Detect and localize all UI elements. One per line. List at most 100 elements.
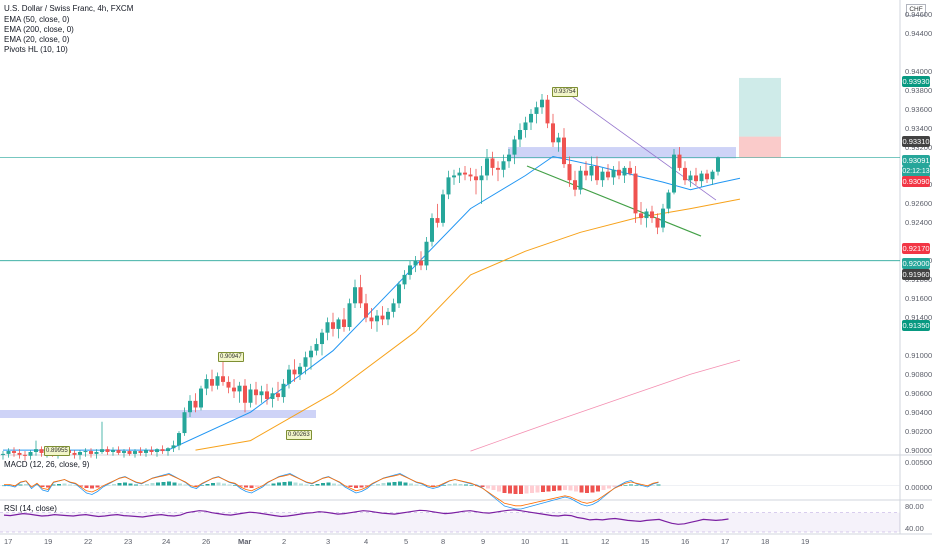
support-zone-left <box>0 410 316 418</box>
macd-histogram-bar <box>161 482 166 486</box>
candle-body <box>479 175 484 181</box>
macd-histogram-bar <box>222 483 226 486</box>
legend-pivots[interactable]: Pivots HL (10, 10) <box>4 45 68 54</box>
candle-body <box>265 391 269 399</box>
candle-body <box>578 170 583 190</box>
candle-body <box>287 369 291 384</box>
macd-histogram-bar <box>354 485 358 488</box>
macd-histogram-bar <box>277 482 281 486</box>
candle-body <box>397 284 401 304</box>
ema20-line <box>3 155 741 451</box>
green-level-badge: 0.91350 <box>902 320 930 331</box>
macd-histogram-bar <box>590 485 595 493</box>
candle-body <box>232 387 236 392</box>
candle-body <box>677 154 682 168</box>
macd-histogram-bar <box>552 485 556 491</box>
entry-price-badge: 0.93090 <box>902 176 930 187</box>
time-axis-label: 23 <box>124 537 133 546</box>
candle-body <box>105 449 110 452</box>
candle-body <box>644 211 649 219</box>
macd-histogram-bar <box>414 484 419 486</box>
candle-body <box>342 319 346 327</box>
time-axis-label: 11 <box>561 537 569 546</box>
rsi-axis-bottom: 40.00 <box>905 524 924 533</box>
candle-body <box>611 169 616 178</box>
macd-histogram-bar <box>497 485 501 492</box>
macd-histogram-bar <box>194 485 199 487</box>
macd-histogram-bar <box>62 483 67 486</box>
candle-body <box>529 113 533 123</box>
candle-body <box>17 452 22 455</box>
candle-body <box>254 389 258 396</box>
candle-body <box>204 379 209 389</box>
macd-histogram-bar <box>579 485 584 493</box>
time-axis-label: 17 <box>4 537 13 546</box>
candle-body <box>221 376 225 382</box>
candle-body <box>281 383 286 398</box>
candle-body <box>325 322 330 333</box>
candle-body <box>518 130 522 140</box>
candle-body <box>177 433 181 446</box>
candle-body <box>138 451 143 453</box>
candle-body <box>199 388 203 408</box>
candle-body <box>710 171 715 180</box>
candle-body <box>369 317 374 322</box>
macd-histogram-bar <box>612 485 617 487</box>
candle-body <box>633 173 638 214</box>
macd-histogram-bar <box>156 482 160 486</box>
candle-body <box>639 213 643 219</box>
candle-body <box>243 385 247 403</box>
candle-body <box>523 122 528 131</box>
legend-rsi[interactable]: RSI (14, close) <box>4 504 57 513</box>
macd-histogram-bar <box>150 483 155 486</box>
candle-body <box>34 449 38 452</box>
macd-histogram-bar <box>601 485 606 490</box>
macd-histogram-bar <box>409 483 413 486</box>
time-axis-label: 4 <box>364 537 369 546</box>
resistance-zone <box>508 147 736 159</box>
time-axis-label: 22 <box>84 537 93 546</box>
legend-macd[interactable]: MACD (12, 26, close, 9) <box>4 460 90 469</box>
candle-body <box>364 303 368 318</box>
pivot-low-label: 0.90263 <box>286 430 312 440</box>
candle-body <box>72 452 77 455</box>
candle-body <box>463 172 467 175</box>
macd-histogram-bar <box>634 485 639 486</box>
candle-body <box>314 344 319 351</box>
candle-body <box>683 167 687 181</box>
time-axis-label: 19 <box>44 537 53 546</box>
price-axis-label: 0.93400 <box>905 123 932 133</box>
candle-body <box>160 449 165 452</box>
macd-axis-zero: 0.00000 <box>905 483 932 492</box>
macd-histogram-bar <box>453 483 457 486</box>
macd-histogram-bar <box>51 484 56 486</box>
price-axis-label: 0.93200 <box>905 142 932 152</box>
legend-ema200[interactable]: EMA (200, close, 0) <box>4 25 74 34</box>
candle-body <box>127 451 132 454</box>
macd-histogram-bar <box>326 482 331 486</box>
macd-histogram-bar <box>596 485 600 492</box>
candle-body <box>276 393 280 398</box>
macd-histogram-bar <box>238 485 243 487</box>
candle-body <box>705 173 709 180</box>
legend-ema50[interactable]: EMA (50, close, 0) <box>4 15 70 24</box>
macd-histogram-bar <box>519 485 523 494</box>
candle-body <box>171 445 176 449</box>
candle-body <box>210 379 214 386</box>
time-axis-label: 8 <box>441 537 446 546</box>
candle-body <box>435 218 440 223</box>
legend-ema20[interactable]: EMA (20, close, 0) <box>4 35 70 44</box>
resistance-trendline <box>569 94 717 201</box>
macd-histogram-bar <box>480 485 485 487</box>
macd-histogram-bar <box>106 485 111 486</box>
candle-body <box>485 158 489 176</box>
macd-axis-top: 0.00500 <box>905 458 932 467</box>
price-axis-label: 0.94000 <box>905 66 932 76</box>
currency-label[interactable]: CHF <box>906 4 926 16</box>
candle-body <box>606 171 610 178</box>
macd-histogram-bar <box>403 482 408 486</box>
candle-body <box>248 389 253 403</box>
macd-histogram-bar <box>46 485 50 488</box>
macd-histogram-bar <box>398 481 402 486</box>
